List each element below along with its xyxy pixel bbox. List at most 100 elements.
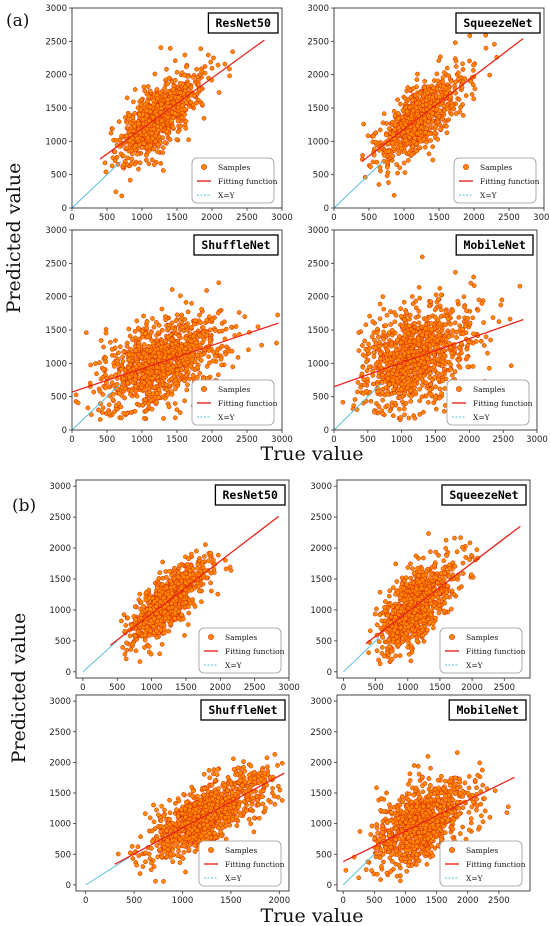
sample-point <box>130 337 135 342</box>
sample-point <box>450 308 456 314</box>
sample-point <box>409 294 415 299</box>
sample-point <box>492 41 497 47</box>
sample-point <box>144 325 150 331</box>
sample-point <box>449 350 455 356</box>
sample-point <box>426 113 432 119</box>
sample-point <box>422 78 428 84</box>
sample-point <box>133 648 139 654</box>
sample-point <box>421 409 426 415</box>
sample-point <box>402 170 408 175</box>
model-title: ShuffleNet <box>201 238 270 252</box>
sample-point <box>444 106 450 111</box>
sample-point <box>121 612 127 617</box>
sample-point <box>75 400 81 406</box>
sample-point <box>392 330 398 336</box>
y-tick-label: 1500 <box>307 104 329 114</box>
sample-point <box>454 335 459 340</box>
sample-point <box>215 62 221 68</box>
sample-point <box>171 576 177 581</box>
sample-point <box>381 158 387 164</box>
sample-point <box>456 315 462 320</box>
sample-point <box>166 325 172 331</box>
sample-point <box>207 360 212 366</box>
sample-point <box>116 401 122 406</box>
sample-point <box>422 115 428 121</box>
sample-point <box>182 633 187 638</box>
sample-point <box>125 380 130 386</box>
sample-point <box>408 388 414 394</box>
y-tick-label: 1000 <box>307 137 329 147</box>
y-tick-label: 2500 <box>307 37 329 47</box>
sample-point <box>399 381 405 387</box>
sample-point <box>146 94 152 100</box>
sample-point <box>129 623 135 628</box>
sample-point <box>180 616 186 622</box>
sample-point <box>468 78 474 84</box>
sample-point <box>394 162 400 167</box>
sample-point <box>215 552 221 558</box>
sample-point <box>371 350 377 355</box>
model-title: MobileNet <box>463 238 525 252</box>
panel-label-a: (a) <box>6 11 29 31</box>
sample-point <box>149 338 154 343</box>
sample-point <box>423 102 429 108</box>
sample-point <box>395 111 401 116</box>
y-tick-label: 1500 <box>45 326 67 336</box>
sample-point <box>197 342 203 348</box>
sample-point <box>102 160 108 166</box>
subplot-5: 0 500 1000 1500 2000 2500 30000500100015002000… <box>49 479 300 693</box>
sample-point <box>418 359 424 364</box>
sample-point <box>259 342 264 348</box>
legend-sample-swatch <box>201 164 207 170</box>
sample-point <box>435 78 441 84</box>
sample-point <box>421 344 427 350</box>
sample-point <box>178 593 184 599</box>
sample-point <box>138 97 144 103</box>
y-tick-label: 3000 <box>307 226 329 236</box>
sample-point <box>398 306 404 312</box>
sample-point <box>417 412 423 417</box>
sample-point <box>481 320 486 325</box>
sample-point <box>121 376 127 381</box>
sample-point <box>196 583 202 589</box>
sample-point <box>149 131 155 136</box>
sample-point <box>460 113 466 118</box>
sample-point <box>355 389 360 395</box>
sample-point <box>364 359 369 365</box>
sample-point <box>380 294 386 299</box>
sample-point <box>198 358 204 363</box>
sample-point <box>190 597 196 602</box>
sample-point <box>424 139 429 145</box>
sample-point <box>430 157 436 163</box>
sample-point <box>110 126 115 132</box>
xy-reference-line <box>82 640 118 673</box>
sample-point <box>143 408 149 414</box>
sample-point <box>158 344 164 350</box>
sample-point <box>97 360 102 365</box>
sample-point <box>417 295 423 301</box>
sample-point <box>387 408 393 414</box>
sample-point <box>134 364 139 369</box>
sample-point <box>179 319 185 325</box>
sample-point <box>430 110 436 116</box>
sample-point <box>119 618 124 624</box>
sample-point <box>446 117 452 123</box>
sample-point <box>458 74 464 80</box>
sample-point <box>400 375 406 380</box>
sample-point <box>183 336 188 341</box>
sample-point <box>150 358 155 363</box>
sample-point <box>142 645 147 650</box>
sample-point <box>246 347 251 353</box>
sample-point <box>159 306 165 312</box>
sample-point <box>391 367 397 373</box>
sample-point <box>424 334 429 340</box>
sample-point <box>166 75 172 81</box>
sample-point <box>377 351 383 357</box>
legend-box <box>198 627 282 674</box>
sample-point <box>386 126 392 132</box>
sample-point <box>372 409 377 415</box>
sample-point <box>460 326 466 332</box>
sample-point <box>188 363 193 369</box>
sample-point <box>137 591 143 597</box>
sample-point <box>133 348 139 353</box>
